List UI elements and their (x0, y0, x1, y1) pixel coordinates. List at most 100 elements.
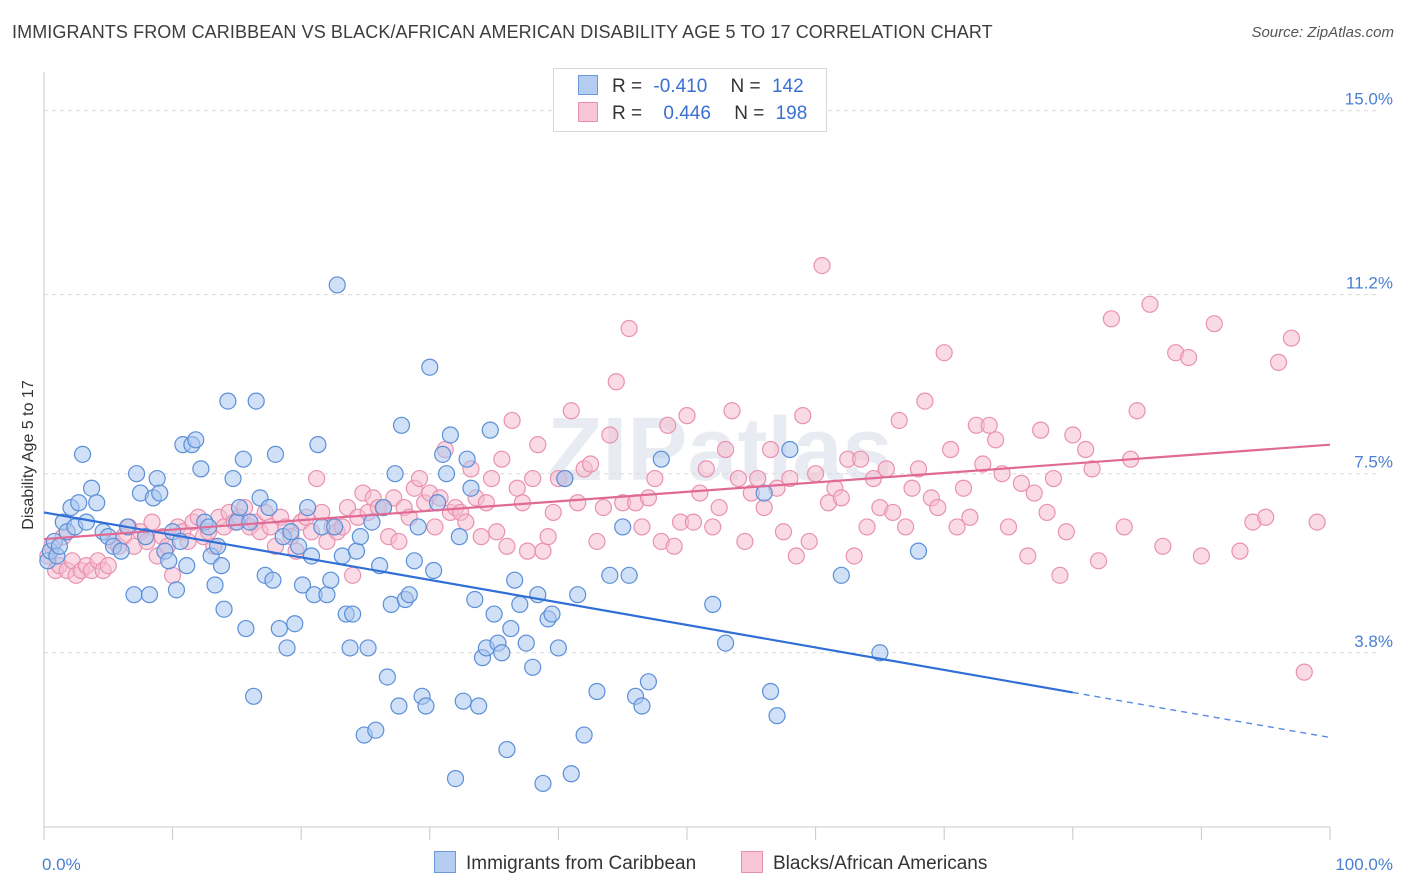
data-point-caribbean (50, 537, 69, 555)
data-point-caribbean (359, 639, 377, 657)
data-point-black (607, 373, 625, 391)
data-point-black (498, 537, 516, 555)
data-point-caribbean (363, 513, 381, 531)
bottom-legend-caribbean: Immigrants from Caribbean (434, 851, 696, 875)
data-point-caribbean (230, 498, 249, 517)
data-point-caribbean (428, 494, 447, 512)
legend-n-label: N = (734, 103, 765, 124)
axes (43, 72, 1331, 840)
data-point-black (961, 508, 979, 526)
data-point-caribbean (286, 615, 304, 633)
bottom-legend-label: Immigrants from Caribbean (466, 853, 697, 874)
data-point-caribbean (70, 494, 88, 512)
data-point-caribbean (511, 595, 529, 613)
data-point-caribbean (620, 566, 638, 584)
data-point-caribbean (761, 682, 780, 701)
data-point-black (1231, 542, 1249, 560)
data-point-caribbean (125, 586, 143, 604)
legend-r-label: R = (612, 103, 643, 124)
data-point-caribbean (569, 586, 587, 604)
data-point-caribbean (755, 484, 773, 502)
data-point-black (761, 440, 780, 459)
data-point-black (999, 518, 1018, 536)
data-point-black (581, 455, 600, 473)
data-point-black (916, 392, 934, 410)
data-point-caribbean (127, 465, 146, 483)
data-point-black (457, 513, 475, 531)
legend-swatch-pink (578, 102, 598, 122)
data-point-black (529, 436, 547, 454)
data-point-caribbean (506, 571, 524, 589)
data-point-black (588, 532, 606, 551)
data-point-black (308, 469, 326, 488)
data-point-caribbean (322, 571, 340, 589)
data-point-black (736, 532, 754, 551)
data-point-caribbean (633, 697, 651, 715)
data-point-black (787, 547, 805, 565)
data-point-black (472, 528, 490, 546)
data-point-caribbean (88, 494, 106, 512)
data-point-caribbean (543, 605, 561, 623)
data-point-black (488, 523, 506, 541)
data-point-black (1141, 295, 1159, 313)
data-point-black (503, 411, 521, 430)
data-point-caribbean (556, 469, 574, 488)
data-point-black (1282, 329, 1301, 347)
legend-n-label: N = (730, 76, 761, 97)
data-point-caribbean (167, 581, 186, 599)
data-point-caribbean (549, 639, 568, 657)
data-point-caribbean (437, 465, 456, 483)
data-point-caribbean (485, 605, 503, 623)
bottom-legend-swatch-blue (434, 851, 456, 873)
data-point-caribbean (237, 619, 255, 638)
x-tick-label: 100.0% (1335, 855, 1393, 874)
data-point-black (987, 431, 1005, 449)
data-point-black (697, 460, 715, 478)
chart-title: IMMIGRANTS FROM CARIBBEAN VS BLACK/AFRIC… (12, 22, 993, 42)
chart-source: Source: ZipAtlas.com (1251, 24, 1394, 41)
data-point-caribbean (374, 498, 393, 517)
data-point-caribbean (82, 479, 101, 497)
data-point-black (639, 489, 658, 507)
legend-r-value: 0.446 (663, 103, 711, 124)
data-point-black (482, 469, 501, 488)
data-point-caribbean (260, 498, 278, 517)
data-point-caribbean (77, 513, 96, 531)
data-point-caribbean (318, 586, 336, 604)
data-point-caribbean (425, 561, 443, 580)
data-point-black (884, 503, 902, 522)
data-point-caribbean (341, 639, 359, 657)
data-point-caribbean (293, 576, 312, 594)
data-point-caribbean (781, 440, 799, 459)
data-point-black (1179, 348, 1198, 367)
y-tick-label: 3.8% (1354, 632, 1393, 651)
data-point-caribbean (234, 450, 252, 468)
data-point-black (974, 455, 992, 473)
trend-line-caribbean-extension (1072, 691, 1331, 739)
data-point-black (493, 450, 511, 468)
data-point-caribbean (266, 445, 285, 463)
data-point-black (903, 479, 921, 497)
data-point-black (1064, 426, 1082, 444)
data-point-black (929, 498, 947, 517)
data-point-black (524, 469, 542, 488)
data-point-black (710, 498, 728, 517)
data-point-caribbean (601, 566, 619, 584)
data-point-black (143, 513, 161, 531)
data-point-black (646, 469, 664, 488)
data-point-black (948, 518, 966, 536)
data-point-caribbean (832, 566, 850, 584)
data-point-black (1032, 421, 1050, 439)
data-point-black (1308, 513, 1326, 531)
data-point-caribbean (299, 498, 317, 517)
data-point-caribbean (209, 537, 227, 555)
data-point-caribbean (215, 600, 233, 618)
data-point-caribbean (390, 697, 408, 715)
data-point-caribbean (309, 436, 327, 454)
data-point-black (1128, 402, 1146, 420)
data-point-black (781, 469, 799, 488)
data-point-caribbean (639, 673, 658, 691)
data-point-black (1044, 469, 1063, 488)
data-point-black (1115, 518, 1133, 536)
